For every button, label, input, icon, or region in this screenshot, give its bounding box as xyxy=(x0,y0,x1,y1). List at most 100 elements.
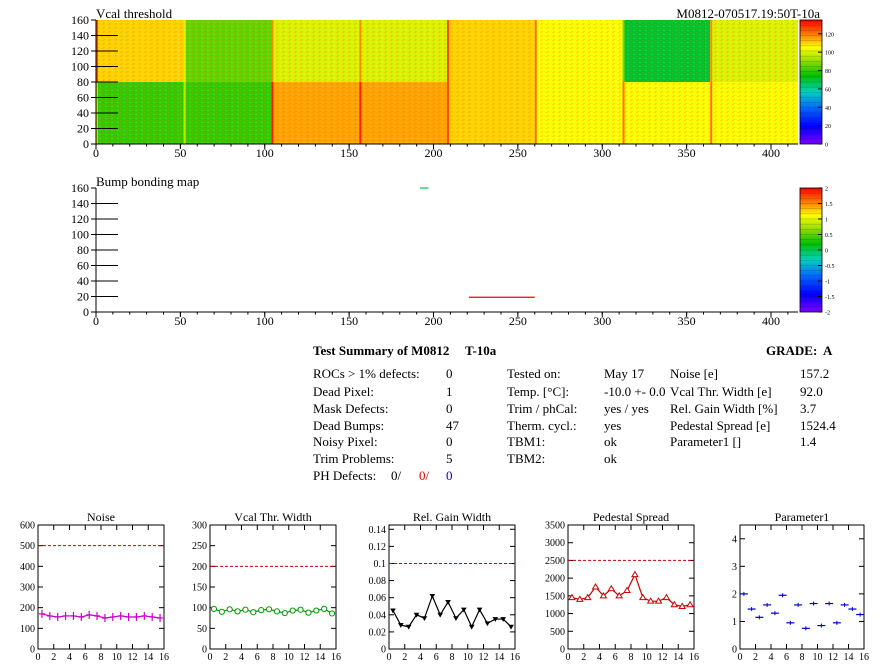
data-point xyxy=(265,606,273,613)
data-point xyxy=(218,608,225,615)
data-point xyxy=(654,597,663,604)
series-line xyxy=(392,594,512,629)
data-point xyxy=(281,609,288,617)
x-tick-label: 10 xyxy=(112,652,122,663)
x-tick-label: 0 xyxy=(738,652,743,663)
x-tick-label: 2 xyxy=(223,652,228,663)
series-line xyxy=(213,608,333,614)
color-bar-label: 80 xyxy=(825,69,831,75)
x-tick-label: 2 xyxy=(51,652,56,663)
y-tick-label: 600 xyxy=(20,521,35,532)
data-point xyxy=(476,607,483,613)
y-tick-label: 1 xyxy=(732,617,737,628)
y-tick-label: 100 xyxy=(192,603,207,614)
y-tick-label: 120 xyxy=(71,212,89,226)
x-tick-label: 8 xyxy=(99,652,104,663)
data-point xyxy=(250,609,257,616)
chart-title: Noise xyxy=(87,510,115,524)
data-point xyxy=(615,591,624,599)
x-tick-label: 350 xyxy=(678,146,696,160)
x-tick-label: 12 xyxy=(658,652,668,663)
x-tick-label: 150 xyxy=(340,314,358,328)
x-tick-label: 10 xyxy=(284,652,294,663)
x-tick-label: 16 xyxy=(859,652,869,663)
chart-title: Pedestal Spread xyxy=(593,510,669,524)
y-tick-label: 0 xyxy=(381,645,386,656)
y-tick-label: 2 xyxy=(732,589,737,600)
roc-cell-texture xyxy=(271,82,360,144)
color-bar-label: -2 xyxy=(825,311,830,317)
y-tick-label: 1000 xyxy=(545,609,565,620)
data-point xyxy=(623,586,631,594)
data-point xyxy=(234,608,241,615)
data-point xyxy=(646,597,655,604)
roc-cell-texture xyxy=(359,20,447,82)
color-bar-label: 40 xyxy=(825,106,831,112)
x-tick-label: 8 xyxy=(271,652,276,663)
series-line xyxy=(571,573,691,608)
color-bar-label: -1 xyxy=(825,280,830,286)
roc-cell-texture xyxy=(359,82,447,144)
x-tick-label: 12 xyxy=(479,652,489,663)
data-point xyxy=(583,593,592,601)
roc-cell-texture xyxy=(534,20,623,82)
data-point xyxy=(321,605,328,613)
color-bar-label: 1 xyxy=(825,218,828,224)
chart-title: Parameter1 xyxy=(775,510,830,524)
y-tick-label: 140 xyxy=(71,29,89,43)
data-point xyxy=(405,624,412,630)
data-point xyxy=(413,612,420,618)
color-bar-label: 0 xyxy=(825,143,828,149)
y-tick-label: 3500 xyxy=(545,521,565,532)
x-tick-label: 4 xyxy=(67,652,72,663)
x-tick-label: 14 xyxy=(494,652,504,663)
x-tick-label: 12 xyxy=(300,652,310,663)
x-tick-label: 10 xyxy=(813,652,823,663)
roc-edge xyxy=(710,20,713,82)
x-tick-label: 4 xyxy=(239,652,244,663)
x-tick-label: 50 xyxy=(174,146,186,160)
y-tick-label: 300 xyxy=(20,583,35,594)
data-point xyxy=(258,607,265,614)
data-point xyxy=(591,583,600,590)
color-bar-label: -0.5 xyxy=(825,264,835,270)
y-tick-label: 250 xyxy=(192,541,207,552)
y-tick-label: 60 xyxy=(77,259,89,273)
roc-cell-texture xyxy=(622,82,711,144)
x-tick-label: 100 xyxy=(256,314,274,328)
data-point xyxy=(273,608,281,615)
y-tick-label: 40 xyxy=(77,274,89,288)
roc-edge xyxy=(359,82,362,144)
roc-cell-texture xyxy=(534,82,623,144)
x-tick-label: 0 xyxy=(93,146,99,160)
data-point xyxy=(568,593,576,601)
x-tick-label: 150 xyxy=(340,146,358,160)
color-bar-label: 20 xyxy=(825,124,831,130)
roc-edge xyxy=(183,20,186,82)
x-tick-label: 16 xyxy=(689,652,699,663)
color-bar-label: -1.5 xyxy=(825,295,835,301)
y-tick-label: 140 xyxy=(71,197,89,211)
data-point xyxy=(662,593,671,601)
y-tick-label: 0.1 xyxy=(374,559,387,570)
data-point xyxy=(390,608,396,614)
roc-edge xyxy=(447,20,449,82)
roc-edge xyxy=(447,82,449,144)
roc-cell-texture xyxy=(183,20,272,82)
data-point xyxy=(508,624,514,630)
x-tick-label: 4 xyxy=(769,652,774,663)
roc-edge xyxy=(622,82,625,144)
y-tick-label: 200 xyxy=(20,603,35,614)
x-tick-label: 14 xyxy=(315,652,325,663)
y-tick-label: 80 xyxy=(77,75,89,89)
x-tick-label: 250 xyxy=(509,314,527,328)
plot-frame xyxy=(209,524,337,650)
data-point xyxy=(328,610,336,617)
x-tick-label: 6 xyxy=(434,652,439,663)
x-tick-label: 8 xyxy=(800,652,805,663)
data-point xyxy=(437,612,443,618)
data-point xyxy=(678,602,687,609)
data-point xyxy=(445,599,451,605)
y-tick-label: 160 xyxy=(71,181,89,195)
